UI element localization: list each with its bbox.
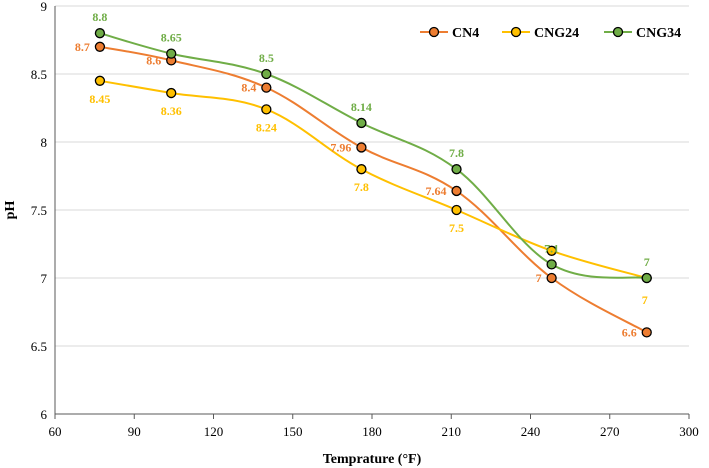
data-label-cng24: 7.8 xyxy=(354,180,369,194)
y-tick-label: 7 xyxy=(41,271,48,286)
x-tick-label: 180 xyxy=(362,424,382,439)
data-label-cn4: 7.96 xyxy=(330,140,351,154)
y-tick-label: 9 xyxy=(41,0,48,14)
series-line-cng34 xyxy=(99,32,647,279)
series-line-cn4 xyxy=(99,45,648,334)
data-point-cn4 xyxy=(94,41,106,52)
data-point-cng34 xyxy=(261,68,272,80)
series-line-cng24 xyxy=(99,79,648,279)
data-label-cn4: 8.6 xyxy=(146,53,161,67)
data-label-cng34: 7.8 xyxy=(449,146,464,160)
data-label-cn4: 8.4 xyxy=(241,81,256,95)
data-point-cng24 xyxy=(166,87,177,99)
data-labels: 8.7 8.6 8.4 7.96 7.64 7 6.6 8.45 8.36 8.24 7.8 7.5 7… xyxy=(75,10,650,339)
y-axis-title: pH xyxy=(3,201,18,220)
gridlines xyxy=(55,5,689,347)
x-tick-label: 120 xyxy=(204,424,224,439)
data-point-cng34 xyxy=(451,164,462,175)
y-tick-label: 6.5 xyxy=(31,339,47,354)
data-label-cng24: 7 xyxy=(642,293,648,307)
data-point-cn4 xyxy=(546,272,557,284)
y-tick-label: 8.5 xyxy=(31,67,47,82)
data-point-cng24 xyxy=(356,164,367,175)
axes: 6 6.5 7 7.5 8 8.5 9 60 90 120 150 180 210 240 270 300 xyxy=(31,0,699,439)
legend-label-cn4: CN4 xyxy=(452,26,479,41)
data-label-cng24: 7.5 xyxy=(449,221,464,235)
data-point-cng24 xyxy=(261,104,272,115)
y-tick-label: 8 xyxy=(41,135,48,150)
y-tick-label: 7.5 xyxy=(31,203,47,218)
y-tick-label: 6 xyxy=(41,407,48,422)
legend: CN4 CNG24 CNG34 xyxy=(420,26,681,41)
legend-label-cng24: CNG24 xyxy=(534,26,579,41)
x-tick-label: 210 xyxy=(442,424,462,439)
legend-marker-cng34 xyxy=(612,26,624,38)
x-axis-title: Temprature (°F) xyxy=(323,452,422,467)
data-point-cng24 xyxy=(451,204,462,216)
x-tick-label: 150 xyxy=(283,424,303,439)
x-tick-label: 60 xyxy=(49,424,62,439)
data-label-cng34: 8.14 xyxy=(351,100,372,114)
data-label-cng34: 8.5 xyxy=(259,51,274,65)
data-label-cng34: 7 xyxy=(644,255,650,269)
x-tick-label: 90 xyxy=(128,424,141,439)
legend-label-cng34: CNG34 xyxy=(636,26,681,41)
data-point-cn4 xyxy=(261,82,272,93)
legend-marker-cn4 xyxy=(428,26,440,38)
data-point-cn4 xyxy=(451,185,462,197)
legend-marker-cng24 xyxy=(510,26,522,38)
data-label-cng24: 8.24 xyxy=(256,120,277,134)
data-point-cng24 xyxy=(94,75,106,86)
data-point-cng34 xyxy=(94,28,106,39)
data-point-cng24 xyxy=(546,245,557,256)
data-label-cn4: 6.6 xyxy=(622,325,637,339)
data-label-cn4: 7 xyxy=(536,271,542,285)
data-label-cng24: 8.45 xyxy=(89,92,110,106)
data-point-cng34 xyxy=(166,48,177,59)
data-label-cn4: 7.64 xyxy=(426,184,447,198)
x-tick-label: 270 xyxy=(600,424,620,439)
x-tick-label: 300 xyxy=(679,424,699,439)
data-label-cn4: 8.7 xyxy=(75,40,90,54)
data-label-cng34: 7.1 xyxy=(544,241,559,255)
data-point-cng34 xyxy=(641,272,652,284)
data-label-cng34: 8.65 xyxy=(161,31,182,45)
data-point-cn4 xyxy=(641,327,652,338)
series-layer xyxy=(94,28,652,338)
data-point-cng34 xyxy=(356,117,367,129)
data-label-cng24: 8.36 xyxy=(161,104,182,118)
data-label-cng34: 8.8 xyxy=(92,10,107,24)
data-point-cn4 xyxy=(356,142,367,153)
x-tick-label: 240 xyxy=(521,424,541,439)
data-point-cng34 xyxy=(546,259,557,270)
